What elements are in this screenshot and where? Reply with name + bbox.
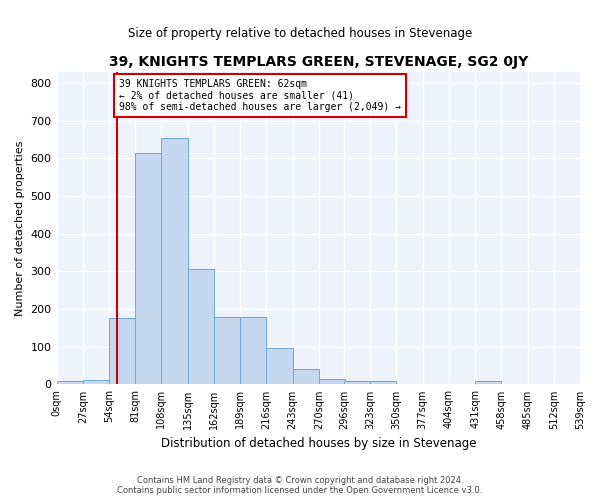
- Bar: [56, 382, 83, 384]
- Bar: [214, 318, 240, 384]
- Title: 39, KNIGHTS TEMPLARS GREEN, STEVENAGE, SG2 0JY: 39, KNIGHTS TEMPLARS GREEN, STEVENAGE, S…: [109, 55, 528, 69]
- Bar: [266, 348, 293, 385]
- Bar: [475, 382, 502, 384]
- Bar: [370, 382, 397, 384]
- Bar: [109, 318, 135, 384]
- Bar: [293, 370, 319, 384]
- X-axis label: Distribution of detached houses by size in Stevenage: Distribution of detached houses by size …: [161, 437, 476, 450]
- Text: Contains HM Land Registry data © Crown copyright and database right 2024.
Contai: Contains HM Land Registry data © Crown c…: [118, 476, 482, 495]
- Bar: [161, 138, 188, 384]
- Text: 39 KNIGHTS TEMPLARS GREEN: 62sqm
← 2% of detached houses are smaller (41)
98% of: 39 KNIGHTS TEMPLARS GREEN: 62sqm ← 2% of…: [119, 79, 401, 112]
- Bar: [344, 380, 370, 384]
- Bar: [135, 152, 161, 384]
- Y-axis label: Number of detached properties: Number of detached properties: [15, 140, 25, 316]
- Bar: [83, 380, 109, 384]
- Bar: [240, 318, 266, 384]
- Text: Size of property relative to detached houses in Stevenage: Size of property relative to detached ho…: [128, 28, 472, 40]
- Bar: [319, 379, 345, 384]
- Bar: [188, 270, 214, 384]
